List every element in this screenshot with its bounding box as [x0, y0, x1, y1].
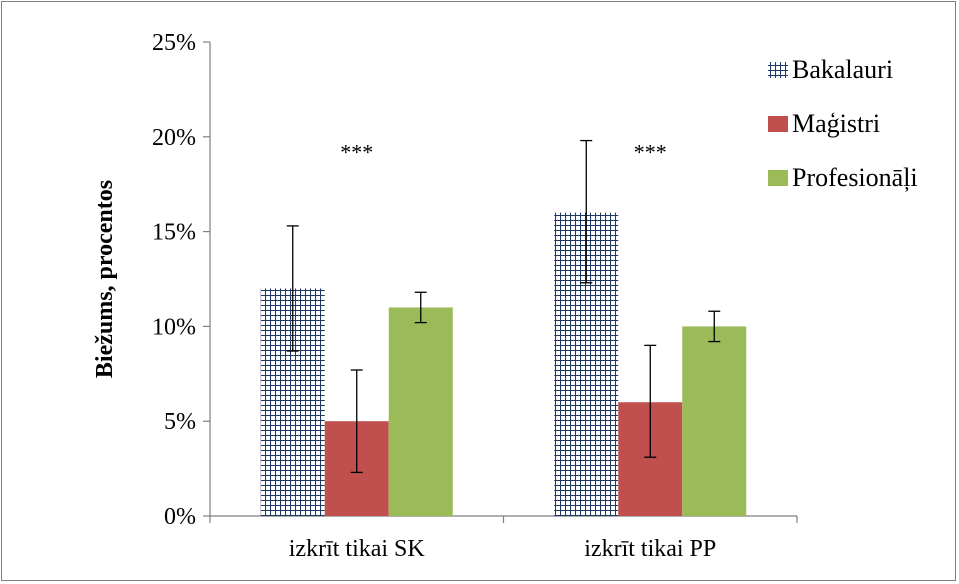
error-bars	[286, 139, 721, 474]
bars	[260, 212, 747, 516]
y-axis-title: Biežums, procentos	[92, 180, 118, 378]
y-tick-label: 10%	[152, 314, 196, 340]
legend-label: Maģistri	[792, 109, 880, 138]
y-tick-label: 25%	[152, 30, 196, 56]
y-tick-label: 5%	[164, 409, 196, 435]
x-category-label: izkrīt tikai PP	[584, 536, 716, 562]
labels: 0% 5% 10% 15% 20% 25% izkrīt tikai SK *** izkrīt…	[92, 30, 716, 562]
bar-profesionāļi	[682, 326, 747, 516]
legend-label: Bakalauri	[792, 55, 893, 84]
legend: Bakalauri Maģistri Profesionāļi	[768, 55, 918, 192]
significance-annotation: ***	[340, 140, 373, 165]
legend-swatch-profesionāļi	[768, 170, 788, 186]
legend-label: Profesionāļi	[792, 163, 918, 192]
significance-annotation: ***	[634, 140, 667, 165]
y-tick-label: 15%	[152, 220, 196, 246]
legend-swatch-bakalauri	[768, 62, 788, 78]
legend-swatch-maģistri	[768, 116, 788, 132]
x-category-label: izkrīt tikai SK	[289, 536, 426, 562]
bar-profesionāļi	[388, 307, 453, 516]
y-tick-label: 20%	[152, 125, 196, 151]
y-tick-label: 0%	[164, 504, 196, 530]
